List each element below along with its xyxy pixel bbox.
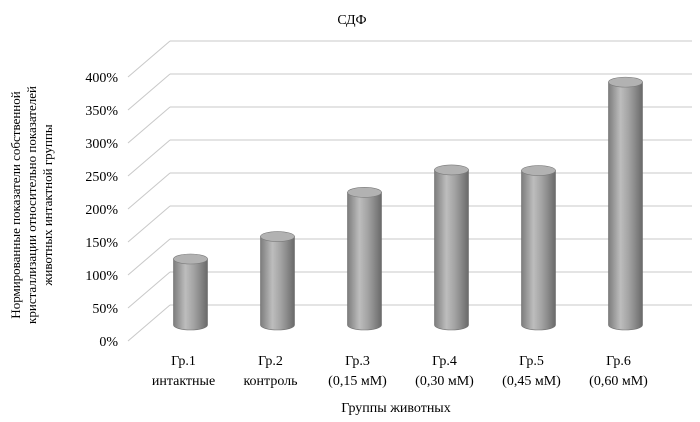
x-tick-label-line-2: контроль <box>243 374 297 389</box>
y-tick-label: 50% <box>92 302 118 317</box>
x-tick-label-line-2: (0,60 мМ) <box>589 374 648 389</box>
bar-2 <box>260 231 295 331</box>
gridline-diag <box>127 238 171 276</box>
bar-top <box>521 165 556 176</box>
bar-1 <box>173 253 208 331</box>
bar-body <box>173 258 208 331</box>
x-tick-label-line-1: Гр.1 <box>171 354 196 369</box>
bar-top <box>173 253 208 265</box>
y-tick-label: 200% <box>85 203 118 218</box>
gridlines <box>127 40 692 342</box>
bar-body <box>608 81 643 331</box>
y-tick-label: 150% <box>85 236 118 251</box>
y-axis-label: Нормированные показатели собственной кри… <box>8 86 55 324</box>
gridline-diag <box>127 106 171 144</box>
bar-top <box>347 187 382 198</box>
y-tick-label: 400% <box>85 71 118 86</box>
gridline-diag <box>127 271 171 309</box>
bar-top <box>608 76 643 88</box>
y-tick-label: 0% <box>99 335 118 350</box>
gridline-diag <box>127 139 171 177</box>
bar-6 <box>608 76 643 331</box>
x-tick-label-line-1: Гр.5 <box>519 354 544 369</box>
x-tick-labels: Гр.1 интактные Гр.2 контроль Гр.3 (0,15 мМ) Гр… <box>152 354 648 389</box>
bar-body <box>260 236 295 331</box>
bar-4 <box>434 164 469 331</box>
x-tick-label-line-2: (0,15 мМ) <box>328 374 387 389</box>
y-axis-label-line-2: кристаллизации относительно показателей <box>24 86 39 324</box>
x-axis-label: Группы животных <box>341 401 450 416</box>
bar-3 <box>347 187 382 331</box>
bar-body <box>434 169 469 331</box>
bar-body <box>521 170 556 331</box>
x-tick-label-line-1: Гр.6 <box>606 354 631 369</box>
gridline-diag <box>127 205 171 243</box>
x-tick-label-line-2: (0,45 мМ) <box>502 374 561 389</box>
bar-top <box>260 231 295 242</box>
y-tick-label: 250% <box>85 170 118 185</box>
x-tick-label-line-2: интактные <box>152 374 215 389</box>
bar-body <box>347 192 382 331</box>
bar-top <box>434 164 469 176</box>
y-tick-label: 300% <box>85 137 118 152</box>
gridline-diag <box>127 304 171 342</box>
y-axis-label-line-1: Нормированные показатели собственной <box>8 91 23 318</box>
bars <box>173 76 643 331</box>
gridline-diag <box>127 40 171 78</box>
bar-5 <box>521 165 556 331</box>
gridline-diag <box>127 73 171 111</box>
x-tick-label-line-1: Гр.4 <box>432 354 457 369</box>
x-tick-label-line-1: Гр.3 <box>345 354 370 369</box>
y-axis-label-line-3: животных интактной группы <box>40 124 55 287</box>
y-tick-label: 350% <box>85 104 118 119</box>
chart-title: СДФ <box>337 13 366 28</box>
x-tick-label-line-1: Гр.2 <box>258 354 283 369</box>
x-tick-label-line-2: (0,30 мМ) <box>415 374 474 389</box>
y-tick-label: 100% <box>85 269 118 284</box>
gridline-diag <box>127 172 171 210</box>
y-tick-labels: 0% 50% 100% 150% 200% 250% 300% 350% 400% <box>85 71 118 350</box>
